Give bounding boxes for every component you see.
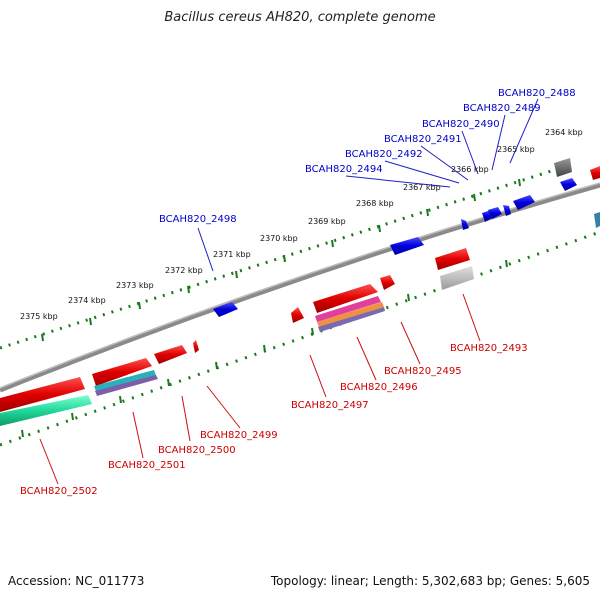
gene-label: BCAH820_2494 — [305, 164, 383, 175]
gene-label: BCAH820_2496 — [340, 382, 418, 393]
gene-label: BCAH820_2491 — [384, 134, 462, 145]
gene-arrow-grey — [440, 266, 474, 290]
gene-arrow-blue — [213, 302, 238, 317]
gene-arrow-blue — [503, 205, 511, 216]
accession-text: Accession: NC_011773 — [8, 574, 145, 588]
gene-label: BCAH820_2500 — [158, 445, 236, 456]
gene-label: BCAH820_2490 — [422, 119, 500, 130]
scale-label: 2367 kbp — [403, 183, 441, 192]
gene-label: BCAH820_2499 — [200, 430, 278, 441]
gene-label: BCAH820_2489 — [463, 103, 541, 114]
gene-label: BCAH820_2492 — [345, 149, 423, 160]
gene-arrow-red — [435, 248, 470, 270]
genome-title: Bacillus cereus AH820, complete genome — [164, 10, 436, 25]
scale-label: 2375 kbp — [20, 312, 58, 321]
lower-connector-lines — [39, 293, 481, 485]
gene-label: BCAH820_2501 — [108, 460, 186, 471]
gene-arrow-red — [291, 307, 304, 323]
lower-tick-track — [0, 230, 600, 447]
upper-connector-lines — [197, 98, 539, 272]
gene-arrow-red — [154, 345, 187, 364]
gene-arrow-red — [590, 166, 600, 180]
scale-label: 2373 kbp — [116, 281, 154, 290]
gene-arrow-blue — [390, 237, 424, 255]
gene-arrow-orange — [317, 302, 384, 327]
gene-label: BCAH820_2497 — [291, 400, 369, 411]
genome-backbone — [0, 182, 600, 393]
scale-label: 2368 kbp — [356, 199, 394, 208]
gene-arrow-red — [193, 340, 199, 353]
gene-arrow-teal — [594, 212, 600, 228]
gene-arrow-red — [380, 275, 395, 290]
gene-label: BCAH820_2502 — [20, 486, 98, 497]
scale-label: 2366 kbp — [451, 165, 489, 174]
scale-label: 2370 kbp — [260, 234, 298, 243]
scale-label: 2364 kbp — [545, 128, 583, 137]
gene-arrow-grey — [554, 158, 572, 177]
gene-label: BCAH820_2488 — [498, 88, 576, 99]
gene-arrow-red — [313, 284, 378, 313]
scale-label: 2365 kbp — [497, 145, 535, 154]
scale-label: 2372 kbp — [165, 266, 203, 275]
gene-label: BCAH820_2493 — [450, 343, 528, 354]
gene-arrow-magenta — [315, 296, 381, 322]
topology-text: Topology: linear; Length: 5,302,683 bp; … — [270, 574, 590, 588]
gene-arrow-blue — [560, 178, 577, 191]
gene-arrow-blue — [513, 195, 535, 210]
gene-arrow-teal — [0, 395, 92, 426]
scale-label: 2369 kbp — [308, 217, 346, 226]
upper-major-ticks — [41, 178, 521, 342]
gene-label: BCAH820_2498 — [159, 214, 237, 225]
upper-tick-track — [0, 163, 571, 350]
gene-arrow-red — [0, 377, 85, 412]
gene-arrow-blue — [488, 207, 502, 219]
gene-arrow-blue — [461, 219, 469, 230]
gene-label: BCAH820_2495 — [384, 366, 462, 377]
gene-arrow-red — [92, 358, 152, 386]
scale-label: 2371 kbp — [213, 250, 251, 259]
scale-label: 2374 kbp — [68, 296, 106, 305]
